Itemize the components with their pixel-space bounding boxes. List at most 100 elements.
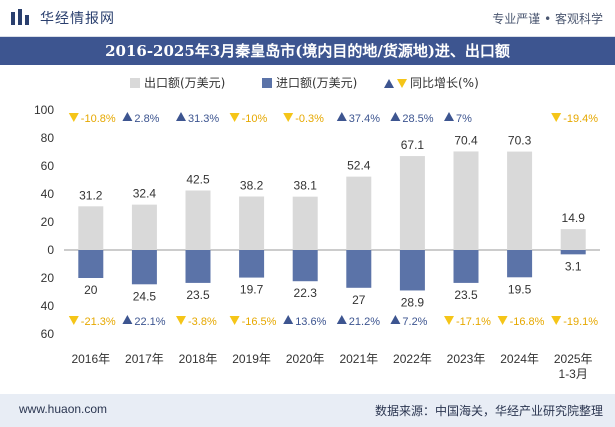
export-growth-label: 31.3%: [188, 113, 219, 125]
x-tick-label: 2017年: [125, 352, 164, 366]
x-tick-label: 2023年: [447, 352, 486, 366]
export-growth-arrow-icon: [390, 112, 401, 121]
chart-title: 2016-2025年3月秦皇岛市(境内目的地/货源地)进、出口额: [105, 42, 510, 60]
logo-text: 华经情报网: [40, 11, 115, 27]
import-bar: [239, 250, 265, 278]
top-bar: 华经情报网 专业严谨 • 客观科学: [0, 0, 615, 37]
export-value-label: 52.4: [347, 159, 371, 173]
x-tick-label: 2018年: [179, 352, 218, 366]
import-growth-label: -21.3%: [81, 316, 116, 328]
export-value-label: 67.1: [401, 138, 425, 152]
import-growth-label: 13.6%: [295, 316, 326, 328]
title-bar: 2016-2025年3月秦皇岛市(境内目的地/货源地)进、出口额: [0, 37, 615, 65]
y-tick-label: 40: [41, 187, 55, 201]
import-growth-arrow-icon: [176, 316, 186, 325]
export-value-label: 70.4: [454, 133, 478, 147]
import-bar: [185, 250, 211, 283]
import-bar: [560, 250, 586, 255]
import-growth-label: 22.1%: [134, 316, 165, 328]
export-growth-arrow-icon: [229, 113, 240, 122]
legend-swatch-2: [262, 78, 272, 88]
y-tick-label: 60: [41, 159, 55, 173]
import-growth-label: -16.5%: [242, 316, 277, 328]
export-bar: [292, 196, 318, 250]
import-growth-arrow-icon: [229, 316, 240, 325]
import-growth-arrow-icon: [444, 316, 454, 325]
export-growth-label: 37.4%: [349, 113, 380, 125]
y-tick-label: 40: [41, 299, 55, 313]
export-growth-arrow-icon: [68, 113, 79, 122]
export-growth-arrow-icon: [283, 113, 294, 122]
import-bar: [399, 250, 425, 291]
logo-icon: [11, 9, 29, 25]
import-growth-label: -16.8%: [510, 316, 545, 328]
import-bar: [507, 250, 533, 278]
export-growth-label: 2.8%: [134, 113, 159, 125]
export-growth-label: -19.4%: [563, 113, 598, 125]
export-value-label: 70.3: [508, 134, 532, 148]
legend-label-2: 进口额(万美元): [276, 76, 357, 90]
export-value-label: 32.4: [133, 187, 157, 201]
import-growth-arrow-icon: [390, 315, 401, 324]
export-growth-label: 7%: [456, 113, 472, 125]
tagline: 专业严谨 • 客观科学: [492, 12, 603, 26]
export-value-label: 38.1: [294, 179, 318, 193]
y-tick-label: 100: [34, 103, 54, 117]
footer-url[interactable]: www.huaon.com: [19, 402, 108, 416]
legend-down-arrow-icon: [397, 79, 407, 88]
export-growth-arrow-icon: [122, 112, 133, 121]
import-value-label: 22.3: [294, 286, 318, 300]
import-value-label: 23.5: [454, 288, 478, 302]
export-bar: [131, 204, 157, 250]
import-value-label: 19.5: [508, 282, 532, 296]
export-growth-arrow-icon: [444, 112, 454, 121]
x-tick-label: 2025年 1-3月: [554, 352, 593, 381]
export-bar: [185, 190, 211, 250]
y-tick-label: 0: [47, 243, 54, 257]
import-growth-arrow-icon: [122, 315, 133, 324]
legend-label-3: 同比增长(%): [410, 76, 479, 90]
import-value-label: 24.5: [133, 289, 157, 303]
import-value-label: 20: [84, 283, 98, 297]
import-growth-arrow-icon: [497, 316, 508, 325]
chart-area: 出口额(万美元) 进口额(万美元) 同比增长(%) 100 80 60 40 20 0 20 40 6…: [34, 76, 600, 381]
legend-up-arrow-icon: [384, 79, 394, 88]
export-bar: [346, 176, 372, 250]
export-growth-label: -10.8%: [81, 113, 116, 125]
import-value-label: 3.1: [565, 259, 582, 273]
import-bar: [131, 250, 157, 285]
import-growth-arrow-icon: [283, 315, 294, 324]
import-value-label: 23.5: [186, 288, 210, 302]
y-tick-label: 60: [41, 327, 55, 341]
export-growth-label: 28.5%: [402, 113, 433, 125]
export-growth-arrow-icon: [551, 113, 562, 122]
export-bar: [507, 151, 533, 250]
export-growth-label: -0.3%: [295, 113, 324, 125]
export-growth-arrow-icon: [336, 112, 347, 121]
import-growth-label: 7.2%: [402, 316, 427, 328]
import-growth-arrow-icon: [336, 315, 347, 324]
import-growth-label: -17.1%: [456, 316, 491, 328]
y-tick-label: 20: [41, 271, 55, 285]
x-tick-label: 2020年: [286, 352, 325, 366]
export-bar: [239, 196, 265, 250]
import-value-label: 28.9: [401, 295, 425, 309]
import-growth-label: -19.1%: [563, 316, 598, 328]
x-tick-label: 2019年: [232, 352, 271, 366]
import-value-label: 27: [352, 293, 366, 307]
export-value-label: 38.2: [240, 179, 264, 193]
import-bar: [346, 250, 372, 288]
legend-label-1: 出口额(万美元): [144, 76, 225, 90]
import-growth-arrow-icon: [68, 316, 79, 325]
data-source: 数据来源：中国海关，华经产业研究院整理: [374, 404, 603, 418]
export-bar: [399, 156, 425, 250]
y-tick-label: 20: [41, 215, 55, 229]
export-value-label: 14.9: [562, 211, 586, 225]
export-bar: [78, 206, 104, 250]
export-bar: [453, 151, 479, 250]
x-tick-label: 2016年: [71, 352, 110, 366]
export-growth-arrow-icon: [176, 112, 186, 121]
export-bar: [560, 229, 586, 250]
x-tick-label: 2022年: [393, 352, 432, 366]
x-tick-label: 2021年: [339, 352, 378, 366]
